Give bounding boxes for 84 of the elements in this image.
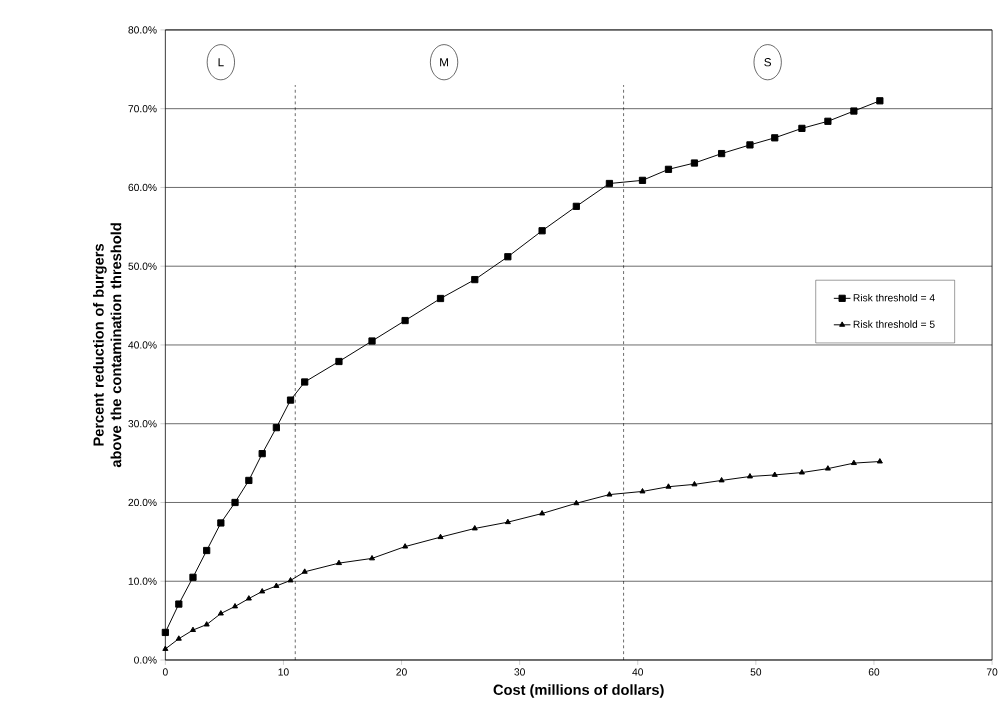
- point: [605, 179, 614, 188]
- y-tick-label: 10.0%: [128, 577, 157, 585]
- point: [335, 357, 343, 366]
- point: [203, 621, 210, 627]
- point: [665, 483, 672, 489]
- point: [504, 518, 511, 525]
- point: [850, 459, 857, 466]
- point: [876, 458, 883, 464]
- y-tick-label: 50.0%: [128, 262, 157, 270]
- y-tick-label: 20.0%: [128, 498, 157, 507]
- point: [798, 469, 805, 475]
- point: [471, 525, 478, 531]
- x-axis-title: Cost (millions of dollars): [493, 684, 664, 698]
- point: [850, 107, 858, 115]
- legend-label: Risk threshold = 5: [853, 320, 935, 328]
- x-tick-label: 10: [278, 668, 289, 676]
- y-tick-label: 60.0%: [128, 183, 157, 192]
- x-tick-label: 60: [868, 668, 880, 676]
- point: [231, 498, 239, 507]
- point: [368, 337, 376, 345]
- point: [436, 294, 445, 303]
- point: [504, 253, 512, 261]
- point: [301, 378, 309, 386]
- point: [161, 628, 169, 637]
- point: [573, 499, 580, 506]
- point: [273, 582, 280, 588]
- point: [175, 600, 183, 608]
- point: [245, 476, 253, 485]
- point: [572, 202, 580, 210]
- x-tick-label: 70: [986, 668, 998, 676]
- x-tick-label: 50: [750, 668, 762, 676]
- point: [771, 471, 778, 477]
- point: [272, 424, 280, 432]
- annotation: S: [764, 58, 772, 67]
- point: [639, 488, 646, 494]
- point: [718, 149, 726, 158]
- point: [437, 533, 444, 540]
- x-tick-label: 40: [632, 668, 644, 676]
- point: [638, 176, 647, 184]
- x-tick-label: 30: [514, 668, 525, 676]
- point: [401, 316, 409, 325]
- point: [718, 477, 725, 483]
- point: [876, 97, 884, 105]
- point: [691, 480, 698, 487]
- point: [175, 635, 182, 641]
- point: [189, 573, 197, 581]
- point: [217, 610, 224, 616]
- point: [606, 491, 613, 497]
- point: [798, 124, 806, 132]
- annotation: L: [218, 58, 224, 67]
- annotation: M: [440, 58, 448, 67]
- point: [162, 645, 169, 651]
- point: [746, 141, 754, 149]
- y-tick-label: 80.0%: [128, 26, 157, 34]
- point: [771, 134, 779, 142]
- point: [664, 165, 673, 173]
- point: [301, 568, 308, 574]
- x-tick-label: 0: [162, 668, 168, 676]
- point: [287, 577, 294, 583]
- point: [369, 554, 376, 561]
- y-tick-label: 70.0%: [128, 105, 157, 113]
- y-tick-label: 0.0%: [134, 656, 157, 664]
- point: [189, 626, 197, 633]
- point: [539, 510, 546, 516]
- y-axis-title: Percent reduction of burgers above the contamination threshold: [93, 223, 122, 468]
- legend-label: Risk threshold = 4: [853, 293, 935, 302]
- point: [402, 543, 409, 549]
- point: [538, 227, 546, 235]
- point: [824, 117, 832, 125]
- point: [203, 546, 211, 555]
- x-tick-label: 20: [396, 668, 407, 676]
- y-tick-label: 40.0%: [128, 341, 157, 349]
- point: [690, 159, 699, 167]
- point: [746, 473, 753, 479]
- point: [824, 465, 831, 471]
- point: [286, 396, 295, 404]
- point: [471, 275, 479, 284]
- point: [258, 450, 266, 458]
- point: [245, 595, 252, 601]
- point: [217, 519, 225, 527]
- y-tick-label: 30.0%: [128, 420, 157, 428]
- point: [232, 603, 239, 609]
- point: [259, 588, 266, 594]
- point: [335, 559, 342, 566]
